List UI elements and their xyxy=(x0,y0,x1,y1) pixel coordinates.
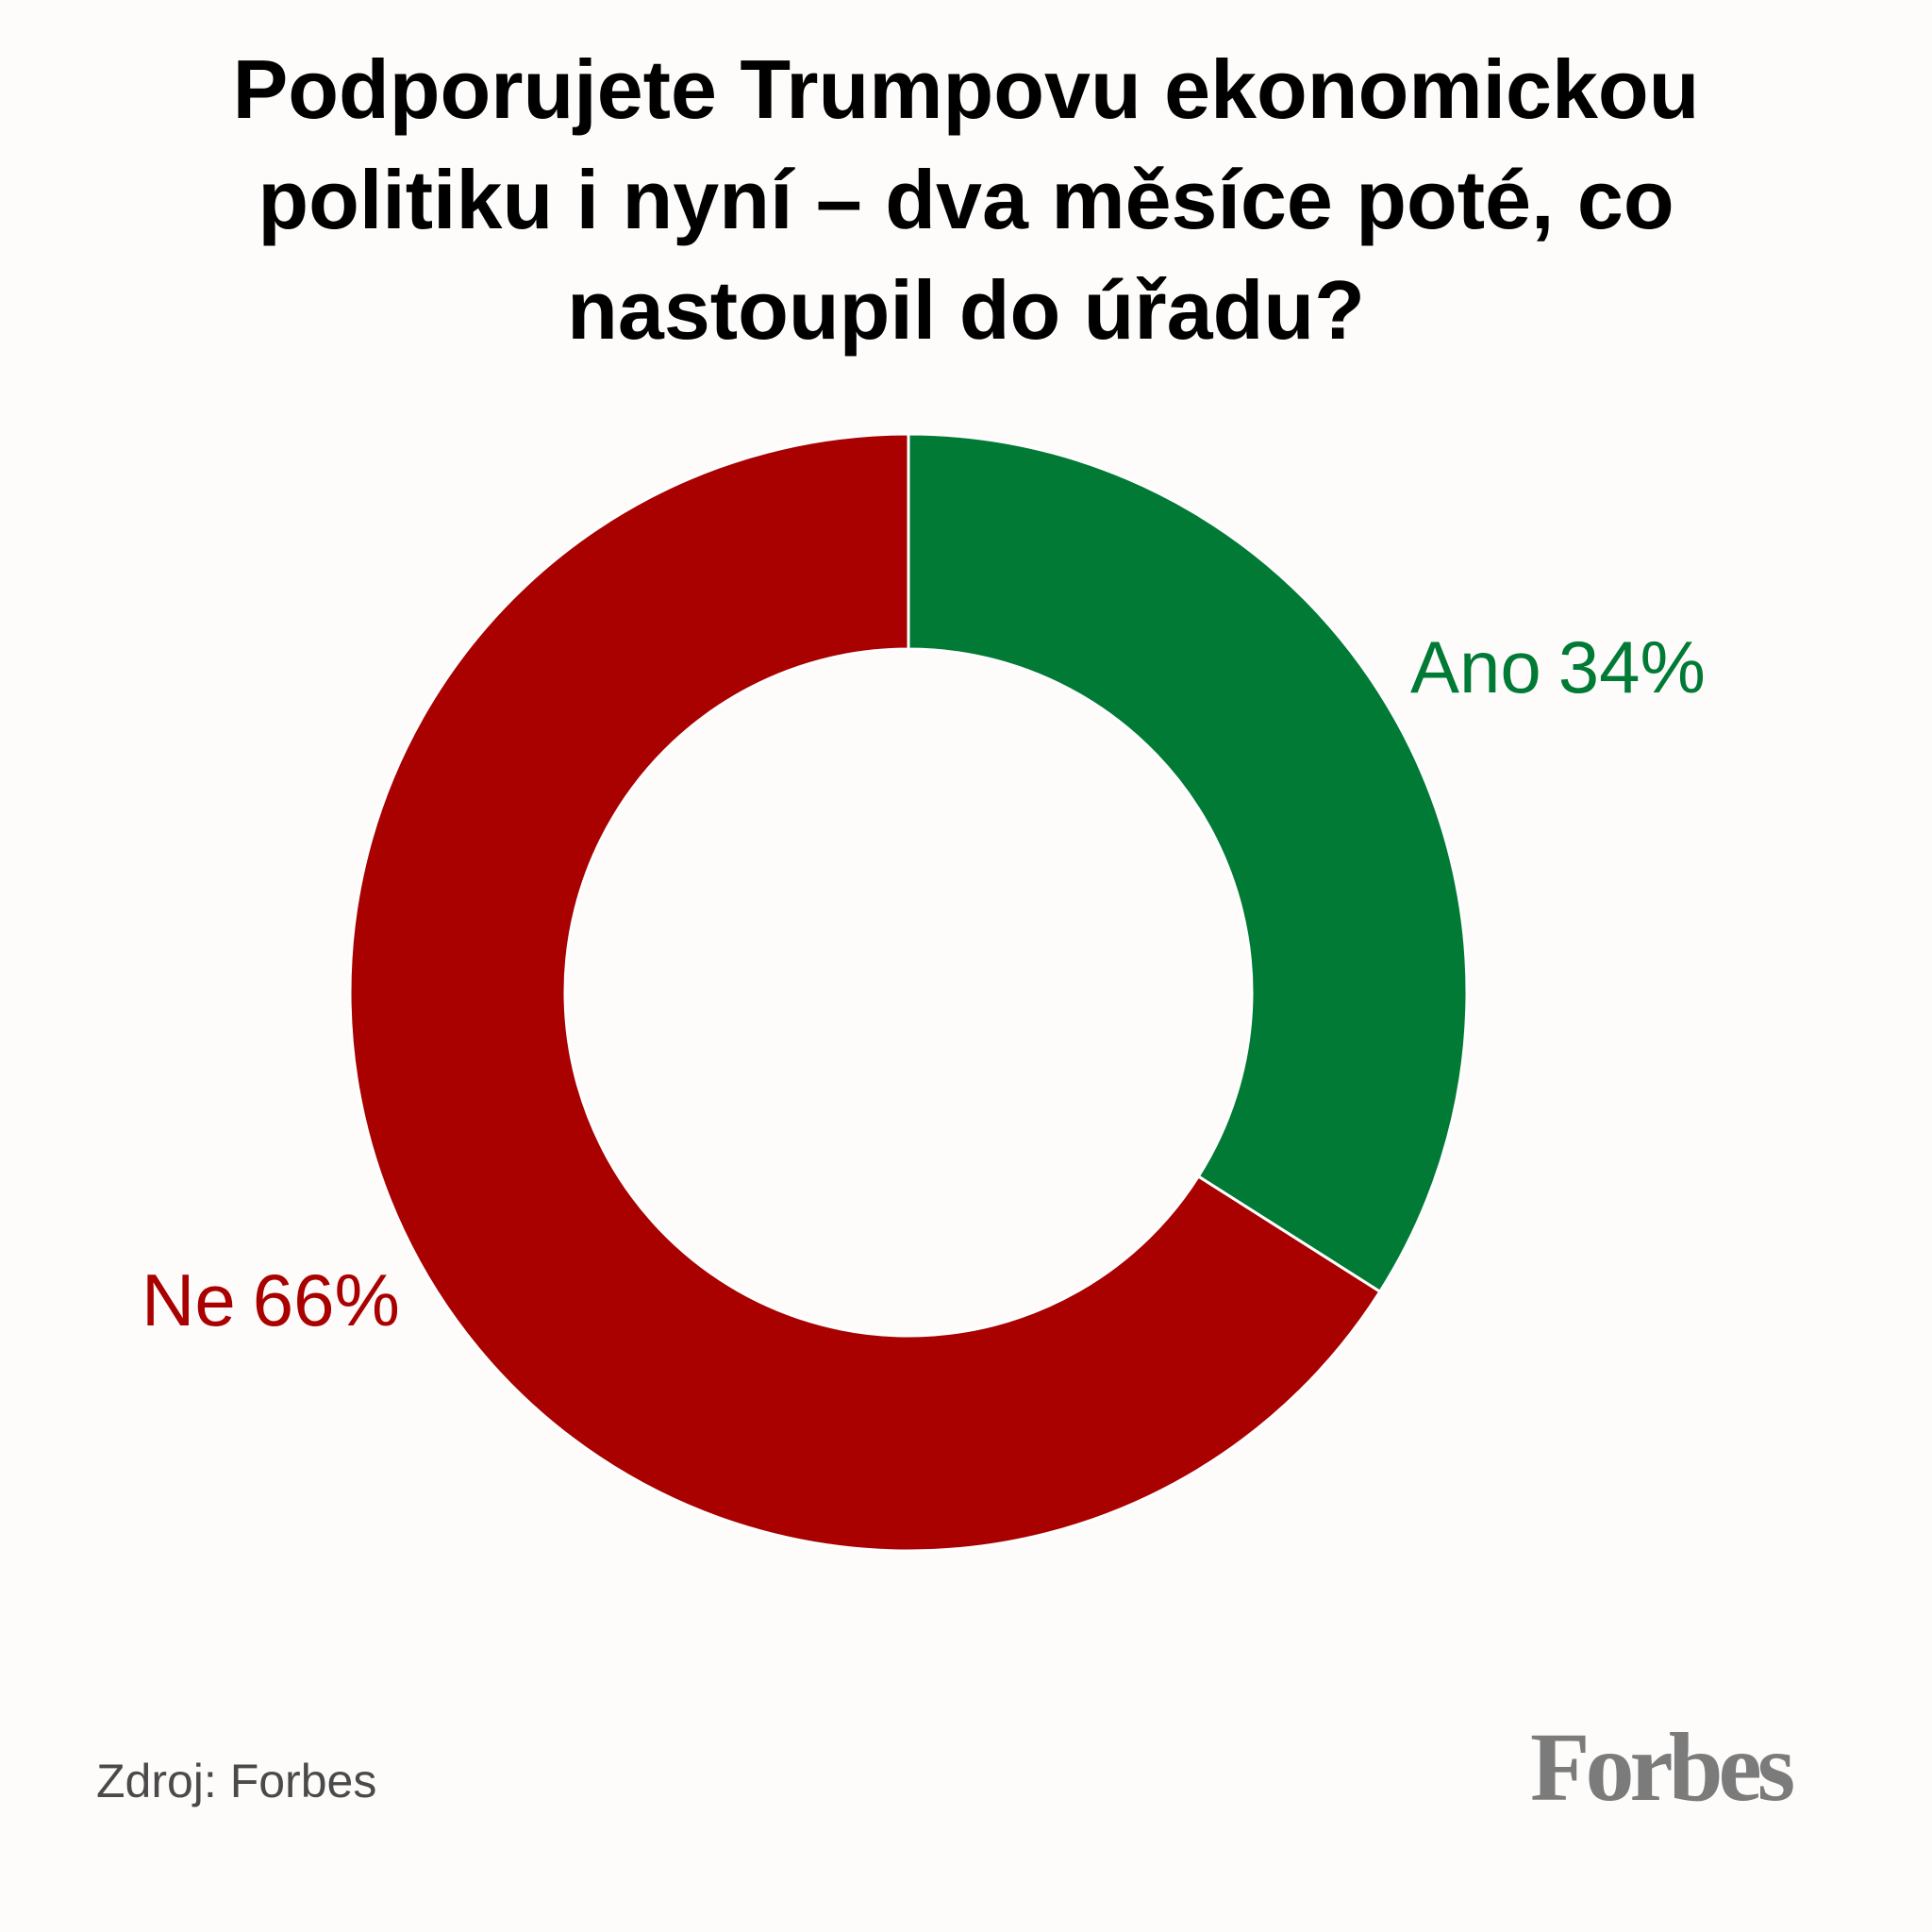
chart-title: Podporujete Trumpovu ekonomickou politik… xyxy=(70,34,1862,365)
source-note: Zdroj: Forbes xyxy=(96,1755,377,1807)
donut-slice-ne xyxy=(348,432,1382,1553)
forbes-logo: Forbes xyxy=(1530,1713,1795,1822)
chart-title-line-3: nastoupil do úřadu? xyxy=(567,263,1365,357)
slice-label-ano: Ano 34% xyxy=(1410,625,1706,709)
slice-label-ano-value: 34% xyxy=(1557,625,1706,708)
chart-title-line-1: Podporujete Trumpovu ekonomickou xyxy=(232,42,1700,136)
slice-label-ne-value: 66% xyxy=(252,1258,400,1341)
slice-label-ne: Ne 66% xyxy=(142,1257,400,1342)
chart-title-line-2: politiku i nyní – dva měsíce poté, co xyxy=(258,153,1674,246)
slice-label-ano-name: Ano xyxy=(1410,625,1541,708)
donut-slice-ano xyxy=(907,432,1469,1294)
slice-label-ne-name: Ne xyxy=(142,1258,236,1341)
